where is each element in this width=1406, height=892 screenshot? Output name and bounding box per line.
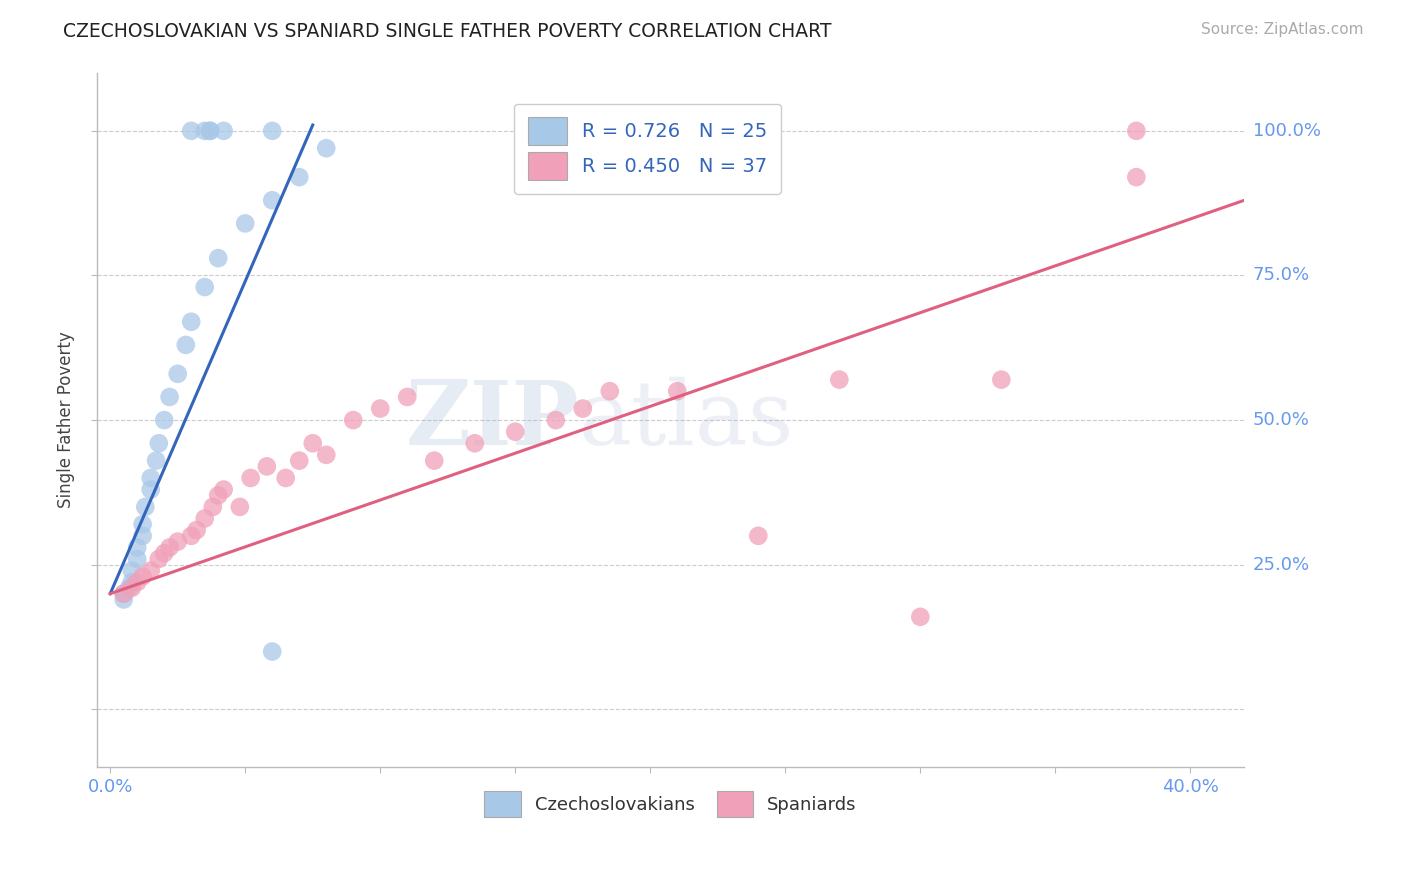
Point — [194, 280, 217, 294]
Point — [194, 124, 217, 138]
Point — [148, 552, 170, 566]
Point — [544, 413, 567, 427]
Point — [910, 610, 932, 624]
Point — [599, 384, 621, 399]
Point — [127, 541, 149, 555]
Point — [121, 575, 143, 590]
Point — [153, 413, 176, 427]
Point — [186, 523, 208, 537]
Point — [180, 529, 202, 543]
Point — [159, 541, 181, 555]
Point — [666, 384, 689, 399]
Point — [274, 471, 297, 485]
Point — [112, 592, 135, 607]
Point — [315, 448, 337, 462]
Point — [131, 529, 153, 543]
Point — [166, 367, 188, 381]
Point — [148, 436, 170, 450]
Point — [288, 170, 311, 185]
Point — [368, 401, 391, 416]
Point — [153, 546, 176, 560]
Point — [139, 483, 162, 497]
Point — [229, 500, 252, 514]
Point — [207, 488, 229, 502]
Point — [139, 564, 162, 578]
Point — [127, 552, 149, 566]
Point — [180, 315, 202, 329]
Point — [121, 581, 143, 595]
Point — [112, 587, 135, 601]
Text: Source: ZipAtlas.com: Source: ZipAtlas.com — [1201, 22, 1364, 37]
Point — [198, 124, 221, 138]
Point — [131, 569, 153, 583]
Text: 75.0%: 75.0% — [1253, 267, 1310, 285]
Point — [262, 124, 284, 138]
Text: atlas: atlas — [579, 376, 794, 464]
Point — [198, 124, 221, 138]
Text: CZECHOSLOVAKIAN VS SPANIARD SINGLE FATHER POVERTY CORRELATION CHART: CZECHOSLOVAKIAN VS SPANIARD SINGLE FATHE… — [63, 22, 832, 41]
Point — [174, 338, 197, 352]
Point — [503, 425, 526, 439]
Text: 25.0%: 25.0% — [1253, 556, 1310, 574]
Point — [159, 390, 181, 404]
Text: ZIP: ZIP — [405, 376, 579, 464]
Point — [262, 194, 284, 208]
Point — [194, 511, 217, 525]
Point — [131, 517, 153, 532]
Text: 100.0%: 100.0% — [1253, 122, 1320, 140]
Point — [990, 373, 1012, 387]
Point — [571, 401, 593, 416]
Point — [464, 436, 486, 450]
Point — [127, 575, 149, 590]
Point — [145, 453, 167, 467]
Point — [134, 500, 156, 514]
Point — [342, 413, 364, 427]
Point — [747, 529, 769, 543]
Point — [1125, 124, 1147, 138]
Point — [315, 141, 337, 155]
Point — [121, 564, 143, 578]
Point — [233, 216, 256, 230]
Point — [256, 459, 278, 474]
Point — [166, 534, 188, 549]
Point — [212, 483, 235, 497]
Text: 50.0%: 50.0% — [1253, 411, 1309, 429]
Point — [201, 500, 224, 514]
Point — [262, 644, 284, 658]
Legend: Czechoslovakians, Spaniards: Czechoslovakians, Spaniards — [477, 784, 863, 824]
Point — [288, 453, 311, 467]
Point — [828, 373, 851, 387]
Point — [423, 453, 446, 467]
Point — [1125, 170, 1147, 185]
Y-axis label: Single Father Poverty: Single Father Poverty — [58, 332, 75, 508]
Point — [139, 471, 162, 485]
Point — [207, 251, 229, 265]
Point — [301, 436, 323, 450]
Point — [212, 124, 235, 138]
Point — [396, 390, 419, 404]
Point — [118, 581, 141, 595]
Point — [239, 471, 262, 485]
Point — [180, 124, 202, 138]
Point — [112, 587, 135, 601]
